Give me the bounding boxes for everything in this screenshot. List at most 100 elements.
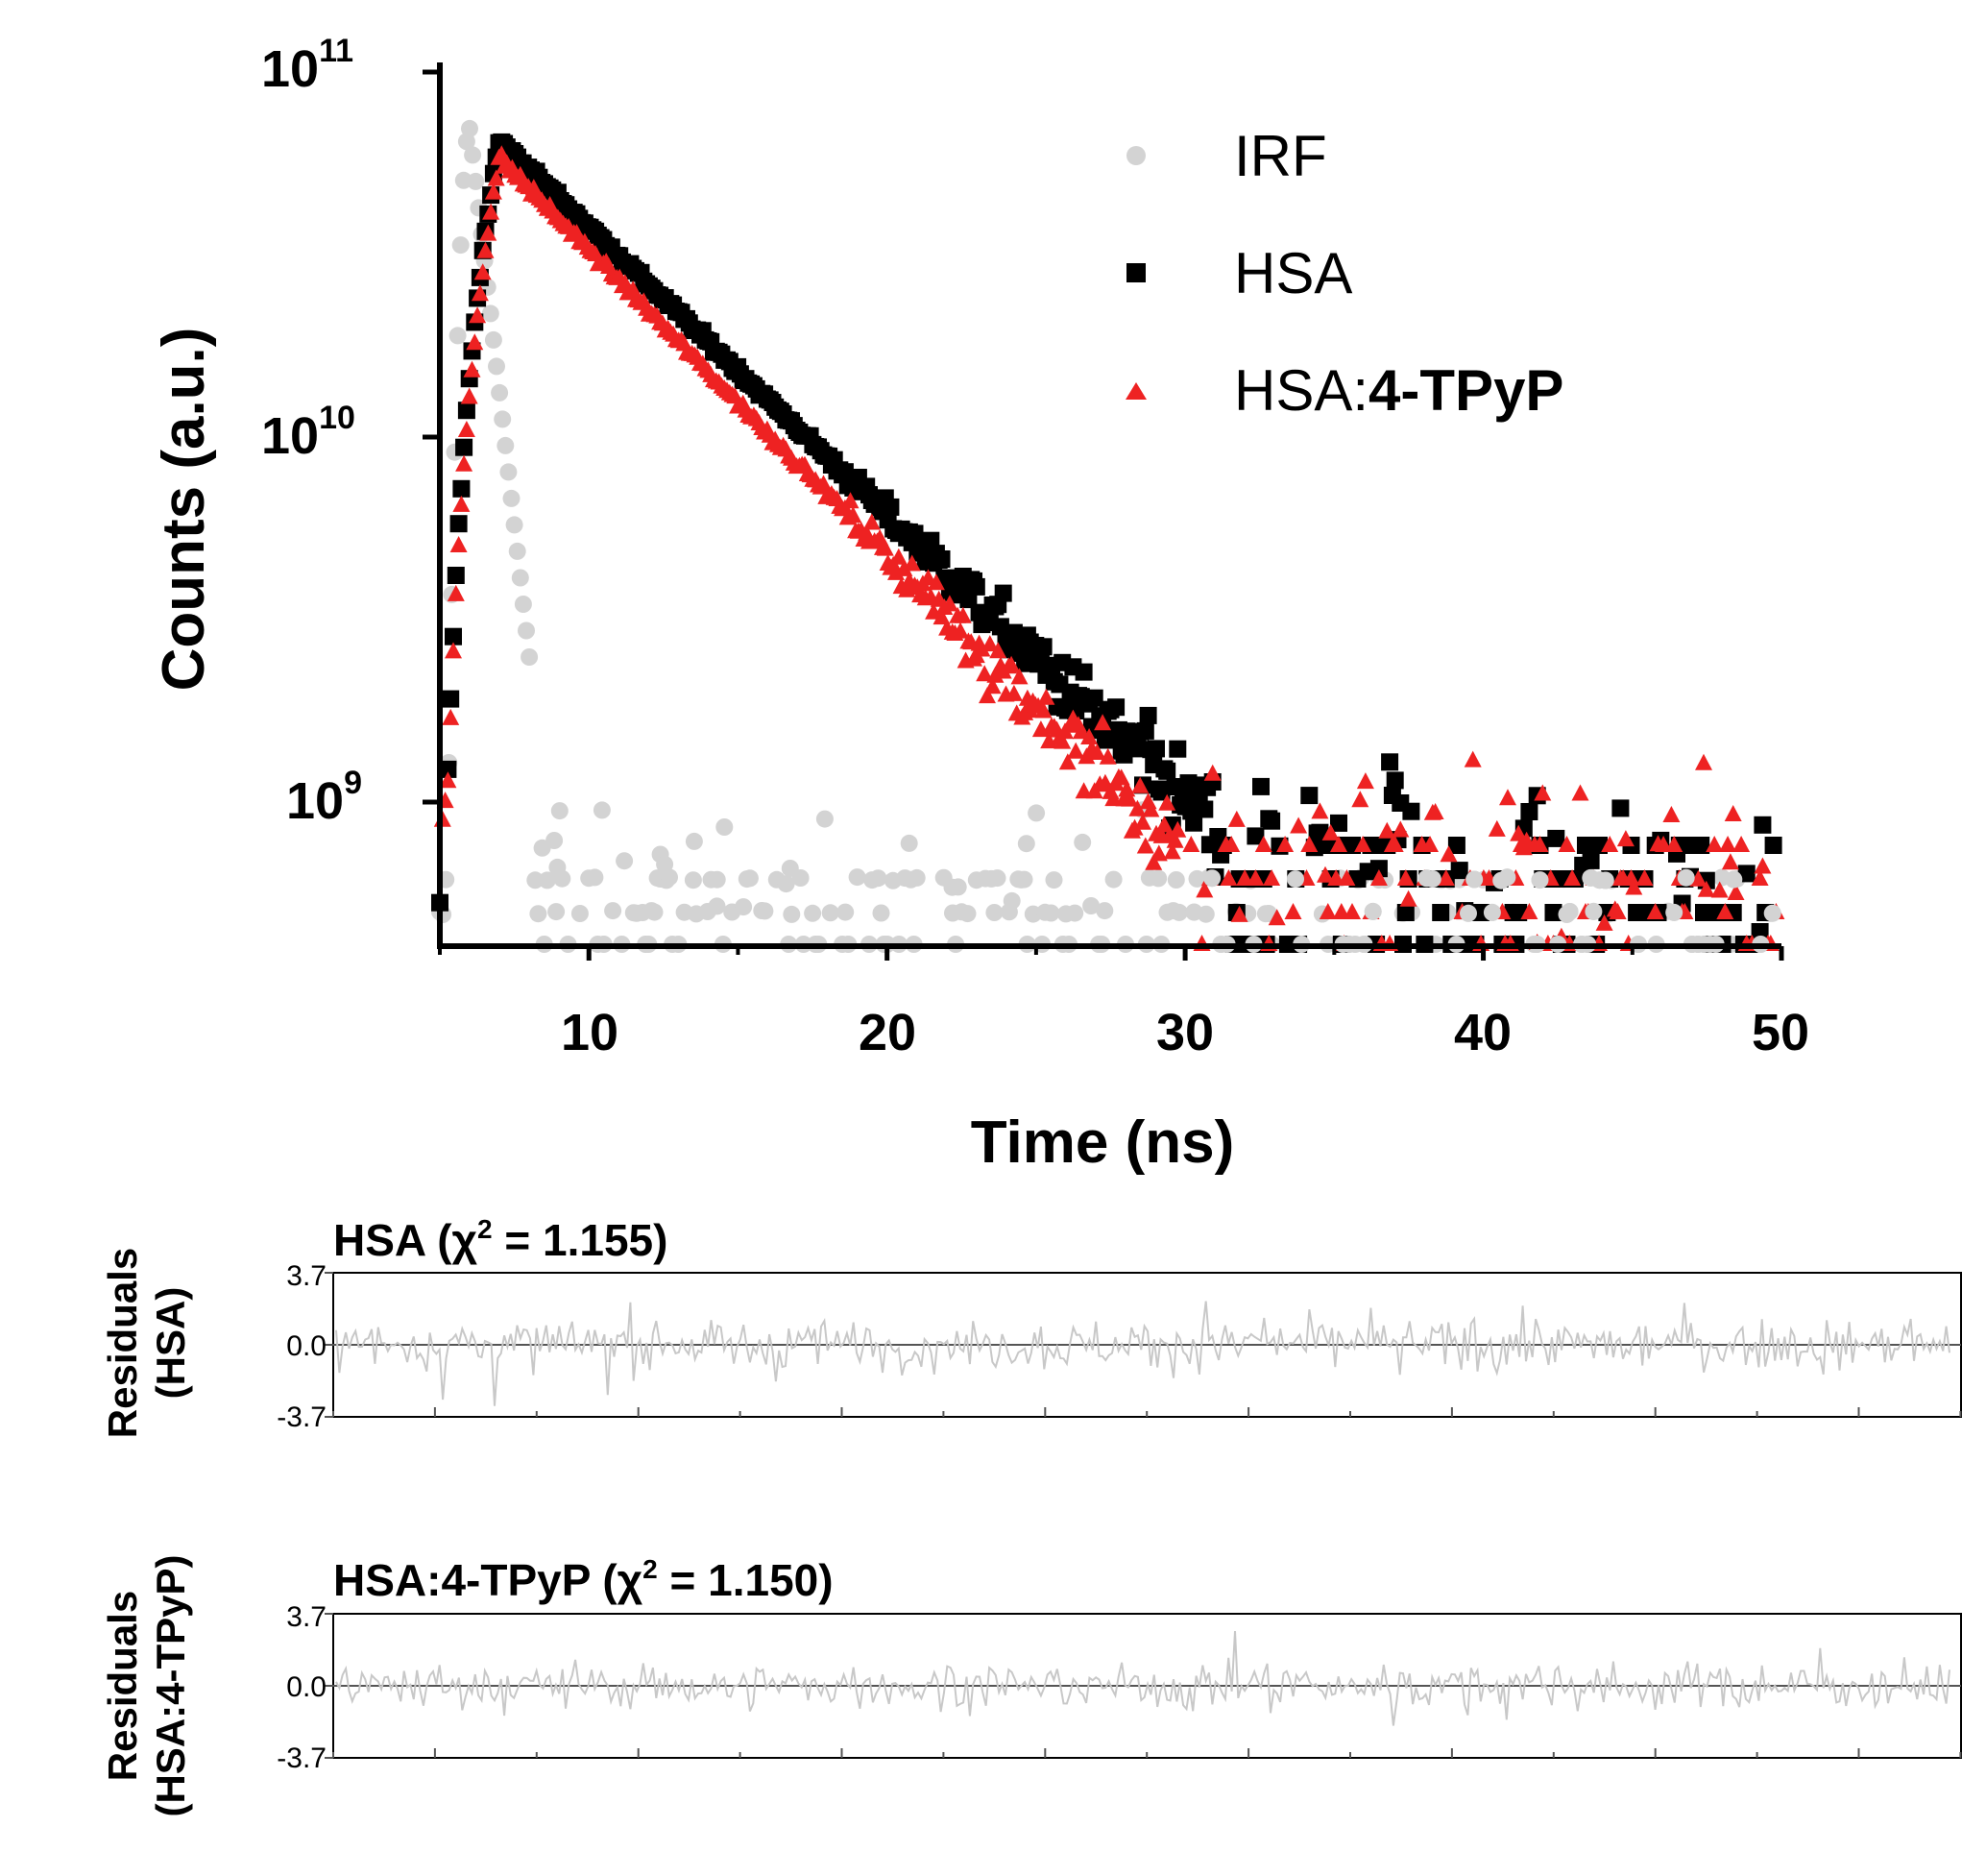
hsa-4tpyp-point [1421,836,1439,852]
hsa-4tpyp-point [871,528,889,546]
hsa-4tpyp-point [1321,823,1340,841]
main-tick-marks [423,69,1784,961]
x-tick-label: 10 [561,1004,618,1061]
res-y-tick: 0.0 [286,1671,327,1703]
hsa-4tpyp-point [1616,830,1635,847]
hsa-point [1369,860,1388,878]
hsa-4tpyp-point [989,642,1007,659]
irf-point [505,516,523,534]
hsa-point [1611,799,1630,817]
irf-point [488,357,505,376]
irf-point [1596,871,1614,889]
irf-point [526,871,545,889]
irf-point [481,305,499,323]
irf-point [708,897,726,915]
hsa-4tpyp-point [1386,836,1404,852]
hsa-point [1447,837,1465,854]
irf-point [815,810,834,828]
x-tick-label: 40 [1454,1004,1512,1061]
hsa-4tpyp-point [1558,836,1576,852]
hsa-point [449,515,468,533]
hsa-point [1136,721,1154,740]
hsa-4tpyp-point [1646,903,1664,919]
hsa-4tpyp-point [1128,799,1147,816]
hsa-4tpyp-point [844,506,862,524]
hsa-4tpyp-point [1196,881,1214,898]
hsa-point [1381,753,1399,771]
hsa-4tpyp-point [1263,869,1281,886]
irf-point [783,905,801,923]
hsa-4tpyp-point [1203,764,1222,781]
hsa-4tpyp-point [1662,806,1681,822]
hsa-4tpyp-point [439,771,457,789]
hsa-4tpyp-point [1182,836,1200,852]
hsa-point [1396,904,1415,921]
irf-point [1082,897,1101,914]
hsa-4tpyp-point [1037,688,1055,705]
hsa-4tpyp-point [1344,903,1361,919]
hsa-4tpyp-point [1094,714,1112,731]
irf-point [685,832,703,850]
legend-marker-hsa [1126,263,1146,282]
hsa-4tpyp-point [1112,768,1130,786]
irf-point [502,489,521,507]
irf-point [1364,902,1382,920]
hsa-4tpyp-point [1378,821,1396,839]
irf-point [1074,833,1092,851]
irf-point [900,834,918,852]
hsa-4tpyp-point [1751,869,1769,886]
hsa-4tpyp-point [1155,816,1174,833]
hsa-4tpyp-point [445,642,462,659]
irf-point [548,858,567,876]
hsa-4tpyp-point [1563,869,1582,886]
hsa-point [1544,904,1562,921]
hsa-4tpyp-point [1369,869,1388,886]
hsa-4tpyp-point [1635,869,1654,886]
hsa-4tpyp-point [1247,869,1265,886]
hsa-point [1692,837,1710,854]
irf-point [1460,904,1477,922]
irf-point [1203,869,1222,888]
irf-point [457,133,475,151]
irf-point [777,875,795,893]
y-tick-label: 109 [286,765,362,830]
hsa-4tpyp-point [1067,742,1085,759]
x-tick-label: 30 [1156,1004,1214,1061]
irf-point [1066,904,1084,922]
irf-point [1167,871,1185,889]
y-tick-label: 1011 [261,33,353,98]
irf-point [550,802,569,820]
hsa-point [1075,663,1093,681]
hsa-4tpyp-point [1080,728,1099,744]
hsa-point [1402,802,1420,820]
irf-point [869,869,887,888]
irf-point [1483,903,1501,921]
hsa-4tpyp-point [983,677,1002,694]
hsa-4tpyp-point [1719,836,1737,852]
hsa-4tpyp-point [1724,805,1742,821]
hsa-point [1300,787,1319,805]
irf-point [804,904,822,922]
hsa-4tpyp-point [876,539,894,556]
hsa-4tpyp-point [1531,836,1549,852]
hsa-4tpyp-point [1150,844,1168,862]
hsa-4tpyp-point [482,203,500,220]
irf-point [781,860,799,877]
hsa-4tpyp-point [457,421,475,437]
y-axis-title: Counts (a.u.) [151,328,217,692]
residuals-ylabel-hsa-line2: (HSA) [148,1287,193,1400]
irf-point [1042,904,1060,922]
hsa-4tpyp-point [463,360,481,378]
hsa-4tpyp-point [1356,772,1374,790]
hsa-4tpyp-point [1727,884,1745,900]
hsa-point [932,550,951,568]
irf-point [521,648,539,666]
irf-point [1531,871,1549,889]
hsa-point [455,438,473,456]
hsa-4tpyp-point [1268,909,1286,926]
hsa-4tpyp-point [1166,831,1184,848]
residuals-trace-hsa-4tpyp [335,1630,1950,1726]
main-plot: 1011 1010 109 10 20 30 40 50 Time (ns) C… [151,33,1809,1176]
irf-point [593,801,611,819]
irf-point [756,902,774,920]
